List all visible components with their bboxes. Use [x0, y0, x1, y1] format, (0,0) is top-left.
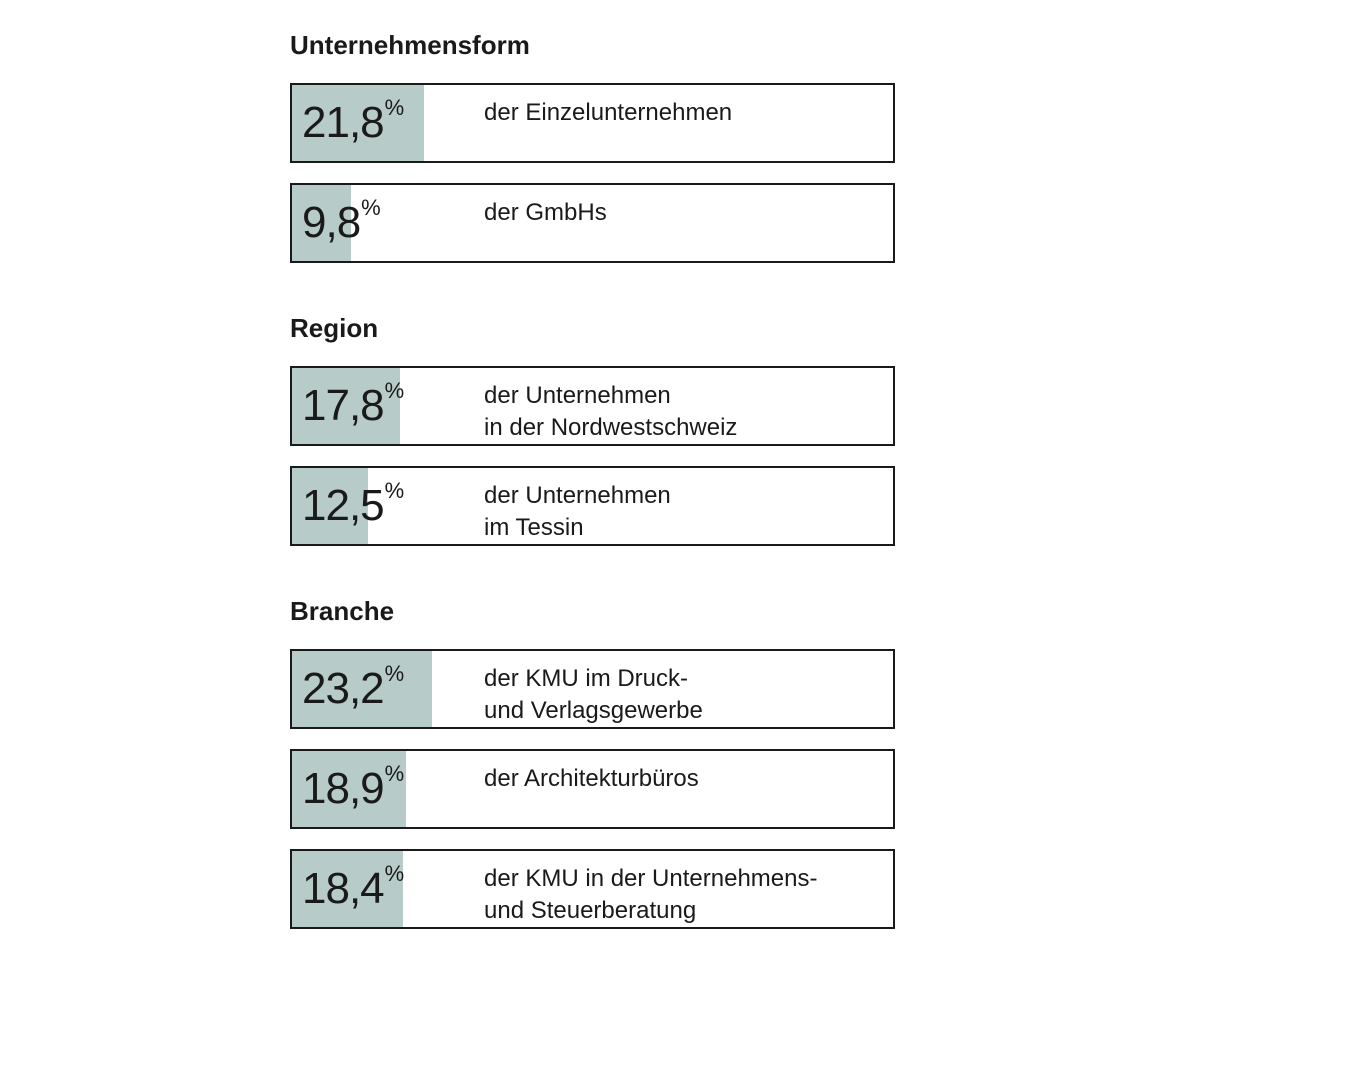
section: Unternehmensform 21,8% der Einzelunternehm… [290, 30, 1350, 263]
bar-container: 18,9% der Architekturbüros [290, 749, 895, 829]
bar-container: 23,2% der KMU im Druck-und Verlagsgewerbe [290, 649, 895, 729]
percentage-number: 21,8 [302, 98, 384, 147]
bar-description: der GmbHs [484, 197, 607, 229]
bar-description: der Architekturbüros [484, 763, 699, 795]
bar-description: der Unternehmenim Tessin [484, 480, 671, 545]
percentage-number: 18,4 [302, 864, 384, 913]
percentage-value: 9,8% [302, 201, 380, 245]
percent-sign: % [385, 378, 404, 403]
bar-description: der KMU in der Unternehmens-und Steuerbe… [484, 863, 817, 928]
percentage-value: 18,4% [302, 867, 403, 911]
percent-sign: % [361, 195, 380, 220]
section-title: Region [290, 313, 1350, 344]
bar-container: 18,4% der KMU in der Unternehmens-und Ste… [290, 849, 895, 929]
bar-description: der Unternehmenin der Nordwestschweiz [484, 380, 737, 445]
percentage-number: 17,8 [302, 381, 384, 430]
bar-container: 17,8% der Unternehmenin der Nordwestschwe… [290, 366, 895, 446]
percent-sign: % [385, 661, 404, 686]
section: Branche 23,2% der KMU im Druck-und Verlags… [290, 596, 1350, 929]
percent-sign: % [385, 95, 404, 120]
percentage-value: 18,9% [302, 767, 403, 811]
percentage-number: 18,9 [302, 764, 384, 813]
section: Region 17,8% der Unternehmenin der Nordwes… [290, 313, 1350, 546]
bar-description: der KMU im Druck-und Verlagsgewerbe [484, 663, 703, 728]
percentage-number: 9,8 [302, 198, 360, 247]
percent-sign: % [385, 478, 404, 503]
bar-container: 9,8% der GmbHs [290, 183, 895, 263]
percentage-value: 23,2% [302, 667, 403, 711]
percentage-number: 12,5 [302, 481, 384, 530]
section-title: Unternehmensform [290, 30, 1350, 61]
percentage-value: 17,8% [302, 384, 403, 428]
bar-description: der Einzelunternehmen [484, 97, 732, 129]
section-title: Branche [290, 596, 1350, 627]
percentage-value: 21,8% [302, 101, 403, 145]
percentage-number: 23,2 [302, 664, 384, 713]
percent-sign: % [385, 761, 404, 786]
percent-sign: % [385, 861, 404, 886]
bar-container: 21,8% der Einzelunternehmen [290, 83, 895, 163]
percentage-value: 12,5% [302, 484, 403, 528]
bar-container: 12,5% der Unternehmenim Tessin [290, 466, 895, 546]
infographic-root: Unternehmensform 21,8% der Einzelunternehm… [290, 30, 1350, 929]
